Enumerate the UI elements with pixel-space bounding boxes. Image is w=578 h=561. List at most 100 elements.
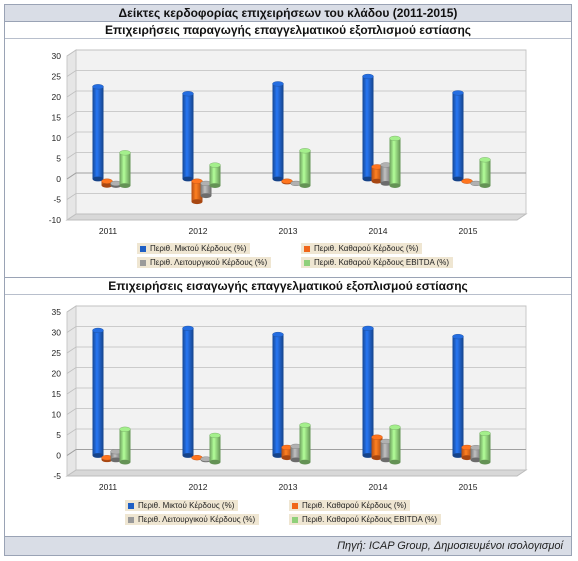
bar-2015-series-3: [470, 447, 482, 460]
gridline: [66, 428, 526, 436]
gridline: [66, 193, 526, 200]
bar-2014-series-4: [389, 138, 401, 186]
bar-top-cap: [92, 84, 104, 90]
x-tick-label: 2011: [99, 226, 118, 236]
y-tick-label: 15: [52, 389, 62, 399]
x-tick-label: 2014: [369, 482, 388, 492]
gridline: [66, 70, 526, 77]
legend-item: Περιθ. Λειτουργικού Κέρδους (%): [137, 257, 272, 268]
y-tick-label: -5: [53, 195, 61, 205]
bar-2015-series-2: [461, 447, 473, 458]
chart-panel-production: Επιχειρήσεις παραγωγής επαγγελματικού εξ…: [5, 22, 571, 286]
bar-2011-series-4: [119, 429, 131, 463]
bar-base-cap: [461, 455, 473, 461]
legend-item: Περιθ. Καθαρού Κέρδους EBITDA (%): [301, 257, 454, 268]
bar-base-cap: [209, 459, 221, 465]
bar-base-cap: [110, 457, 122, 463]
x-tick-label: 2015: [459, 226, 478, 236]
bar-base-cap: [479, 183, 491, 189]
bar-base-cap: [182, 176, 194, 182]
bar-2011-series-1: [92, 330, 104, 456]
x-tick-label: 2013: [279, 482, 298, 492]
gridline: [66, 152, 526, 159]
x-tick-label: 2012: [189, 482, 208, 492]
bar-top-cap: [371, 434, 383, 440]
y-tick-label: 10: [52, 410, 62, 420]
bar-base-cap: [470, 457, 482, 463]
bar-base-cap: [92, 176, 104, 182]
bar-base-cap: [101, 182, 113, 188]
bar-top-cap: [389, 424, 401, 430]
panel-divider: [5, 277, 571, 278]
bar-base-cap: [362, 453, 374, 458]
bar-base-cap: [389, 459, 401, 465]
x-tick-label: 2013: [279, 226, 298, 236]
bar-2012-series-2: [191, 181, 203, 202]
y-tick-label: 15: [52, 113, 62, 123]
legend-label: Περιθ. Μικτού Κέρδους (%): [138, 501, 235, 510]
bar-2011-series-1: [92, 86, 104, 179]
bar-base-cap: [362, 176, 374, 182]
report-title: Δείκτες κερδοφορίας επιχειρήσεων του κλά…: [5, 5, 571, 22]
legend-label: Περιθ. Καθαρού Κέρδους (%): [302, 501, 407, 510]
legend-label: Περιθ. Καθαρού Κέρδους (%): [314, 244, 419, 253]
bar-2014-series-4: [389, 427, 401, 463]
bar-base-cap: [272, 176, 284, 182]
legend-label: Περιθ. Λειτουργικού Κέρδους (%): [138, 515, 256, 524]
legend-item: Περιθ. Μικτού Κέρδους (%): [125, 500, 239, 511]
bar-2015-series-1: [452, 336, 464, 456]
legend-swatch: [128, 502, 134, 509]
source-note: Πηγή: ICAP Group, Δημοσιευμένοι ισολογισ…: [5, 536, 571, 555]
bar-2011-series-4: [119, 152, 131, 186]
bar-base-cap: [200, 193, 212, 199]
legend-swatch: [304, 245, 310, 252]
bar-base-cap: [119, 459, 131, 465]
bar-2013-series-4: [299, 425, 311, 463]
y-tick-label: 5: [56, 154, 61, 164]
chart-floor: [65, 213, 528, 221]
bar-2012-series-1: [182, 93, 194, 179]
legend-item: Περιθ. Καθαρού Κέρδους (%): [289, 500, 411, 511]
y-tick-label: 10: [52, 133, 62, 143]
bar-2014-series-3: [380, 441, 392, 460]
bar-2013-series-3: [290, 446, 302, 460]
legend-swatch: [304, 259, 310, 266]
bar-base-cap: [119, 183, 131, 189]
bar-top-cap: [119, 150, 131, 156]
gridline: [66, 111, 526, 118]
bar-2014-series-2: [371, 166, 383, 182]
gridline: [66, 305, 526, 313]
bar-base-cap: [452, 453, 464, 458]
bar-2014-series-2: [371, 437, 383, 458]
y-tick-label: 30: [52, 328, 62, 338]
bar-top-cap: [209, 432, 221, 439]
gridline: [66, 346, 526, 354]
x-tick-label: 2014: [369, 226, 388, 236]
bar-top-cap: [92, 327, 104, 334]
bar-base-cap: [191, 199, 203, 205]
legend-label: Περιθ. Μικτού Κέρδους (%): [150, 244, 247, 253]
y-tick-label: 25: [52, 72, 62, 82]
bar-2015-series-4: [479, 433, 491, 463]
bar-2011-series-3: [110, 451, 122, 460]
bar-2012-series-3: [200, 183, 212, 196]
x-tick-label: 2015: [459, 482, 478, 492]
y-tick-label: 30: [52, 51, 62, 61]
bar-top-cap: [479, 430, 491, 437]
bar-base-cap: [272, 453, 284, 458]
bar-top-cap: [272, 331, 284, 338]
y-tick-label: 25: [52, 348, 62, 358]
bar-top-cap: [182, 91, 194, 97]
bar-2014-series-1: [362, 76, 374, 179]
bar-top-cap: [299, 422, 311, 428]
legend-swatch: [140, 245, 146, 252]
bar-base-cap: [299, 183, 311, 189]
y-tick-label: -5: [53, 471, 61, 481]
y-tick-label: 20: [52, 369, 62, 379]
gridline: [66, 469, 526, 477]
gridline: [66, 408, 526, 415]
legend-label: Περιθ. Καθαρού Κέρδους EBITDA (%): [302, 515, 438, 524]
bar-base-cap: [479, 459, 491, 465]
report-frame: Δείκτες κερδοφορίας επιχειρήσεων του κλά…: [4, 4, 572, 556]
bar-top-cap: [362, 325, 374, 332]
